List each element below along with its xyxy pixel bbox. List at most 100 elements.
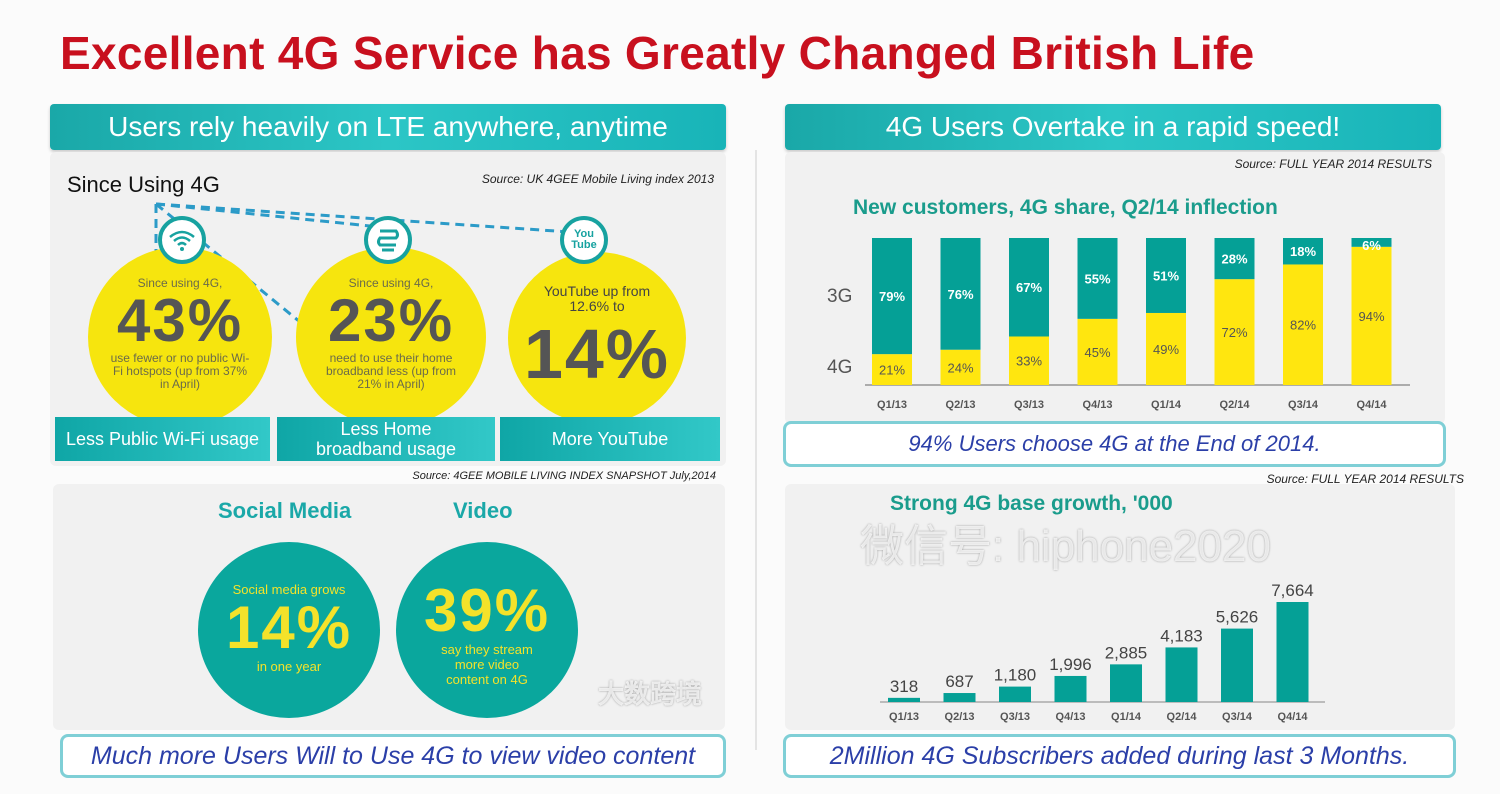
slide-title: Excellent 4G Service has Greatly Changed…	[60, 27, 1255, 79]
stat-desc: say they stream more video content on 4G	[441, 642, 533, 687]
bar	[1054, 675, 1087, 702]
bar-value-label: 2,885	[1105, 643, 1148, 662]
bar	[1276, 602, 1309, 702]
less-wifi-label: Less Public Wi-Fi usage	[55, 417, 270, 461]
label-4g: 24%	[947, 360, 973, 375]
lte-usage-panel: Since Using 4G Source: UK 4GEE Mobile Li…	[50, 152, 726, 466]
x-tick-label: Q4/13	[1056, 711, 1086, 723]
bar-4g	[1214, 279, 1255, 385]
bar-value-label: 1,996	[1049, 655, 1092, 674]
bar-4g	[1283, 264, 1323, 385]
video-stat-circle: 39% say they stream more video content o…	[396, 542, 578, 718]
label-4g: 21%	[879, 363, 905, 378]
bar	[943, 693, 976, 702]
x-tick-label: Q4/14	[1278, 711, 1309, 723]
stat-intro: Since using 4G,	[348, 276, 434, 290]
label-4g: 82%	[1290, 318, 1316, 333]
bar	[1110, 664, 1142, 702]
media-panel: Social Media Video Social media grows 14…	[53, 484, 725, 730]
chart-title: New customers, 4G share, Q2/14 inflectio…	[853, 196, 1278, 219]
bar-value-label: 7,664	[1271, 581, 1314, 600]
less-broadband-label: Less Home broadband usage	[277, 417, 495, 461]
bar-3g	[1146, 238, 1186, 313]
label-3g: 28%	[1221, 252, 1247, 267]
label-3g: 18%	[1290, 244, 1316, 259]
youtube-stat-circle: YouTube up from 12.6% to 14%	[508, 252, 686, 424]
bar-4g	[872, 354, 912, 385]
stat-intro: YouTube up from 12.6% to	[543, 283, 651, 314]
chart-title: Strong 4G base growth, '000	[890, 492, 1173, 515]
broadband-stat-circle: Since using 4G, 23% need to use their ho…	[296, 247, 486, 427]
corner-watermark: 大数跨境	[598, 679, 703, 709]
bar-value-label: 318	[890, 677, 918, 696]
bar-4g	[940, 349, 981, 385]
x-tick-label: Q2/13	[946, 399, 976, 411]
router-icon	[364, 216, 412, 264]
bar	[999, 686, 1031, 702]
source-note: Source: FULL YEAR 2014 RESULTS	[1234, 157, 1432, 171]
label-3g: 79%	[879, 289, 905, 304]
bar-3g	[872, 238, 912, 355]
wifi-stat-circle: Since using 4G, 43% use fewer or no publ…	[88, 247, 272, 427]
stat-desc: need to use their home broadband less (u…	[325, 351, 457, 391]
divider	[755, 150, 757, 750]
label-3g: 67%	[1016, 280, 1042, 295]
x-tick-label: Q1/14	[1151, 399, 1182, 411]
x-tick-label: Q3/14	[1222, 711, 1253, 723]
bar-3g	[1351, 238, 1392, 247]
left-caption: Much more Users Will to Use 4G to view v…	[60, 734, 726, 778]
video-heading: Video	[453, 498, 513, 523]
bar	[888, 697, 920, 702]
share-chart: 3G 4G 21% 79% Q1/13 24% 76% Q2/13 33% 67% Q3/13 45%…	[827, 238, 1410, 411]
x-tick-label: Q4/13	[1083, 399, 1113, 411]
x-tick-label: Q1/13	[889, 711, 919, 723]
label-4g: 33%	[1016, 354, 1042, 369]
label-3g: 51%	[1153, 268, 1179, 283]
bar-4g	[1351, 246, 1392, 385]
label-4g: 94%	[1358, 309, 1384, 324]
bar-value-label: 1,180	[994, 666, 1037, 685]
bar	[1165, 647, 1198, 702]
source-note: Source: UK 4GEE Mobile Living index 2013	[481, 172, 714, 186]
bar-value-label: 687	[945, 672, 973, 691]
x-tick-label: Q2/14	[1167, 711, 1198, 723]
x-tick-label: Q2/14	[1220, 399, 1251, 411]
left-header: Users rely heavily on LTE anywhere, anyt…	[50, 104, 726, 150]
x-tick-label: Q2/13	[945, 711, 975, 723]
stat-intro: Since using 4G,	[137, 276, 223, 290]
x-tick-label: Q3/13	[1000, 711, 1030, 723]
label-4g: 72%	[1221, 325, 1247, 340]
x-tick-label: Q3/13	[1014, 399, 1044, 411]
x-tick-label: Q1/14	[1111, 711, 1142, 723]
youtube-icon: You Tube	[560, 216, 608, 264]
bar-3g	[1077, 238, 1118, 319]
stat-desc: use fewer or no public Wi-Fi hotspots (u…	[110, 351, 250, 391]
growth-caption: 2Million 4G Subscribers added during las…	[783, 734, 1456, 778]
axis-label-3g: 3G	[827, 286, 852, 307]
x-tick-label: Q1/13	[877, 399, 907, 411]
bar-3g	[1283, 238, 1323, 265]
social-media-heading: Social Media	[218, 498, 352, 523]
wifi-icon	[158, 216, 206, 264]
source-note: Source: 4GEE MOBILE LIVING INDEX SNAPSHO…	[412, 470, 716, 482]
bar-4g	[1077, 318, 1118, 385]
label-4g: 45%	[1084, 345, 1110, 360]
label-3g: 76%	[947, 287, 973, 302]
stat-value: 23%	[327, 287, 455, 354]
bar-value-label: 4,183	[1160, 626, 1203, 645]
stat-value: 14%	[225, 594, 353, 661]
label-4g: 49%	[1153, 342, 1179, 357]
more-youtube-label: More YouTube	[500, 417, 720, 461]
stat-desc: in one year	[256, 659, 322, 674]
label-3g: 6%	[1362, 238, 1381, 253]
right-header: 4G Users Overtake in a rapid speed!	[785, 104, 1441, 150]
wechat-watermark: 微信号: hiphone2020	[860, 522, 1271, 571]
since-using-label: Since Using 4G	[67, 172, 220, 197]
stat-value: 39%	[423, 577, 551, 644]
bar-3g	[940, 238, 981, 350]
bar-3g	[1214, 238, 1255, 280]
bar-4g	[1146, 312, 1186, 385]
bar	[1221, 628, 1253, 702]
source-note: Source: FULL YEAR 2014 RESULTS	[1266, 472, 1464, 486]
x-tick-label: Q4/14	[1357, 399, 1388, 411]
